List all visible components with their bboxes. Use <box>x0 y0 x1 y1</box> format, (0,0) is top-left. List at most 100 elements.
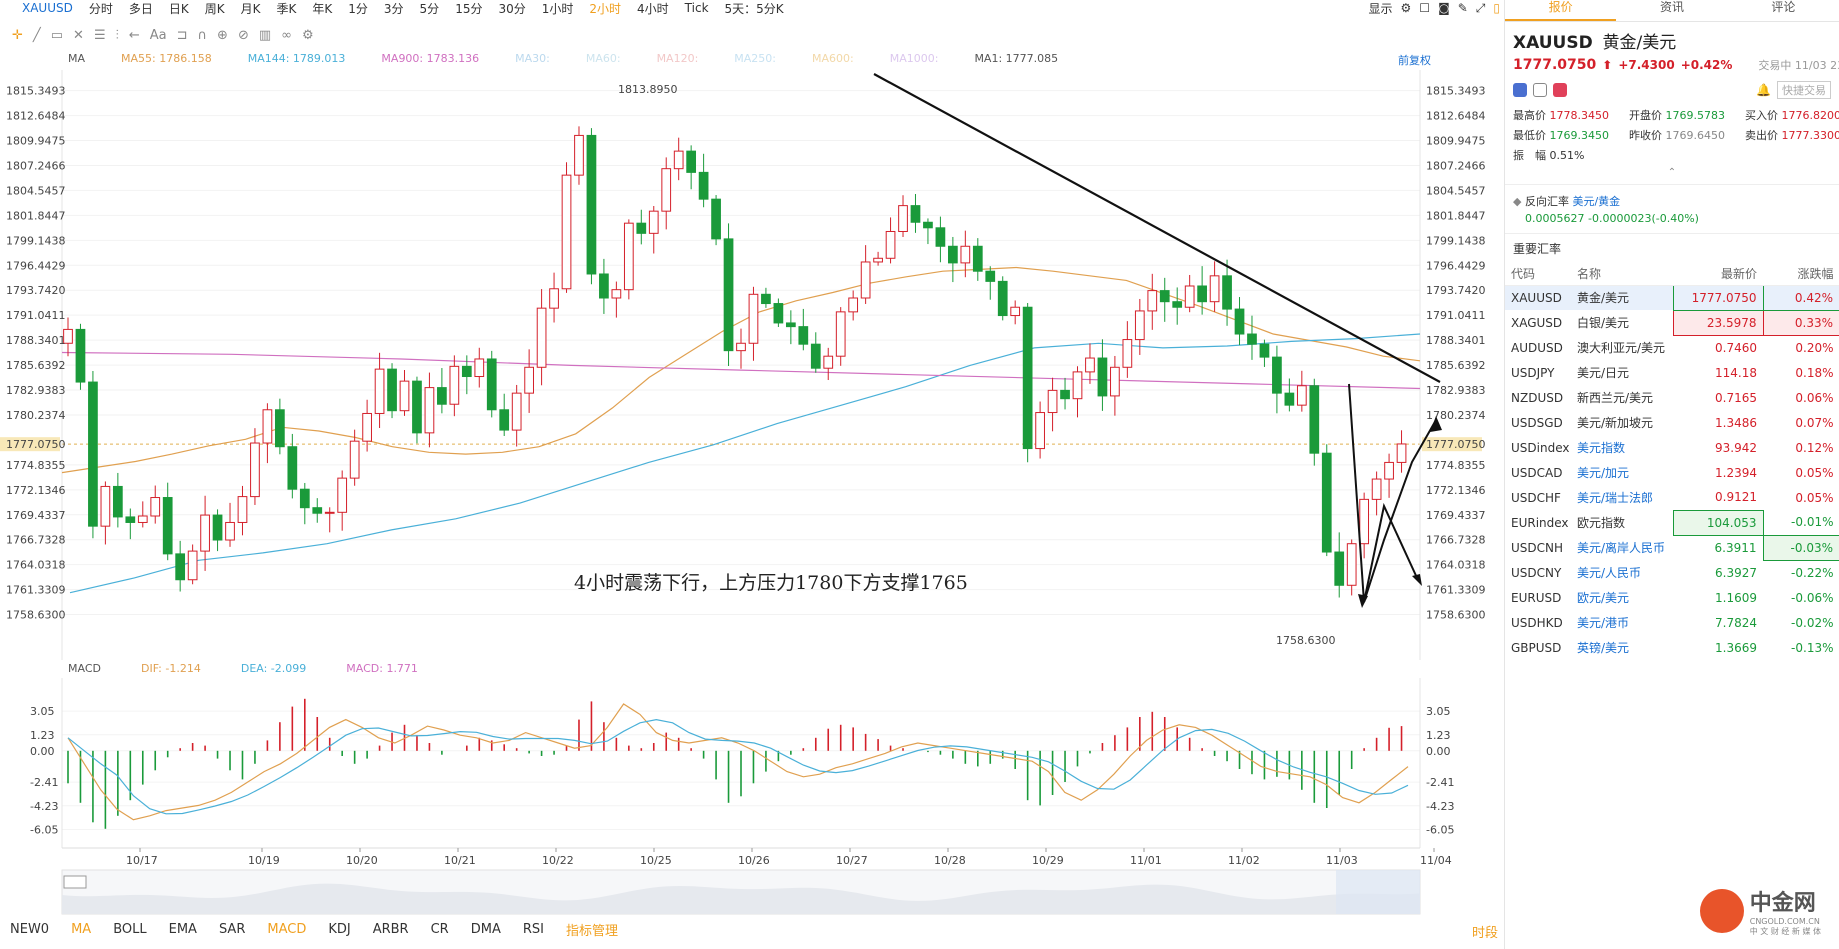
doc-icon[interactable] <box>1533 83 1547 97</box>
table-row[interactable]: NZDUSD 新西兰元/美元 0.7165 0.06% <box>1505 385 1839 410</box>
symbol-selector[interactable]: XAUUSD <box>22 1 73 15</box>
tab-dma[interactable]: DMA <box>470 921 501 937</box>
drawing-toolbar: ✛ ╱ ▭ ✕ ☰ ⫶ ← Aa ⊐ ∩ ⊕ ⊘ ▥ ∞ ⚙ <box>0 25 500 45</box>
time-segment[interactable]: 时段 <box>1472 926 1499 941</box>
tab-kdj[interactable]: KDJ <box>328 921 351 937</box>
fullscreen-icon[interactable]: ⤢ <box>1475 0 1486 15</box>
panel-toggle-icon[interactable]: ▯ <box>1493 1 1500 15</box>
table-row[interactable]: GBPUSD 英镑/美元 1.3669 -0.13% <box>1505 635 1839 660</box>
period-tab[interactable]: 周K <box>204 1 225 16</box>
fib-tool-icon[interactable]: ☰ <box>93 27 106 43</box>
table-row[interactable]: USDCHF 美元/瑞士法郎 0.9121 0.05% <box>1505 485 1839 510</box>
edit-icon[interactable]: ✎ <box>1457 1 1468 15</box>
table-row[interactable]: USDCNY 美元/人民币 6.3927 -0.22% <box>1505 560 1839 585</box>
period-tab[interactable]: Tick <box>684 1 709 15</box>
table-row[interactable]: EURindex 欧元指数 104.053 -0.01% <box>1505 509 1839 536</box>
tab-boll[interactable]: BOLL <box>113 921 147 937</box>
line-tool-icon[interactable]: ╱ <box>32 27 41 43</box>
camera-icon[interactable]: ◙ <box>1438 1 1450 15</box>
period-tab[interactable]: 3分 <box>383 1 404 16</box>
y-tick-label: 1799.1438 <box>1426 234 1486 247</box>
tab-sar[interactable]: SAR <box>218 921 246 937</box>
cross-tool-icon[interactable]: ✕ <box>73 27 84 43</box>
checkbox-icon[interactable]: ☐ <box>1419 1 1431 15</box>
table-row[interactable]: XAUUSD 黄金/美元 1777.0750 0.42% <box>1505 284 1839 311</box>
candle-body <box>1371 478 1382 500</box>
period-tab[interactable]: 月K <box>240 1 261 16</box>
tab-quote[interactable]: 报价 <box>1505 0 1617 21</box>
period-tab[interactable]: 日K <box>168 1 189 16</box>
period-tab[interactable]: 季K <box>276 1 297 16</box>
magnet-icon[interactable]: ∩ <box>197 27 208 43</box>
tab-news[interactable]: 资讯 <box>1659 0 1684 14</box>
adjust-label[interactable]: 前复权 <box>1398 54 1431 67</box>
delete-icon[interactable]: ▥ <box>258 27 272 43</box>
candle-body <box>835 311 846 357</box>
settings-icon[interactable]: ⚙ <box>1400 1 1412 15</box>
period-tab[interactable]: 1分 <box>348 1 368 16</box>
text-tool-icon[interactable]: Aa <box>149 27 167 43</box>
tab-rsi[interactable]: RSI <box>522 921 544 937</box>
macd-label[interactable]: MACD <box>68 662 101 675</box>
tab-cr[interactable]: CR <box>430 921 449 937</box>
chevron-up-icon[interactable]: ⌃ <box>1667 167 1677 178</box>
bell-icon[interactable]: 🔔 <box>1756 83 1771 97</box>
table-row[interactable]: USDindex 美元指数 93.942 0.12% <box>1505 435 1839 460</box>
table-row[interactable]: EURUSD 欧元/美元 1.1609 -0.06% <box>1505 585 1839 610</box>
table-row[interactable]: XAGUSD 白银/美元 23.5978 0.33% <box>1505 309 1839 336</box>
period-tab[interactable]: 年K <box>312 1 333 16</box>
period-tab-active[interactable]: 2小时 <box>589 1 622 16</box>
rate-pct: 0.06% <box>1795 390 1834 405</box>
rect-tool-icon[interactable]: ▭ <box>50 27 64 43</box>
y-tick-label: 1788.3401 <box>1426 334 1486 347</box>
link-icon[interactable]: ∞ <box>281 27 292 43</box>
lock-icon[interactable]: ⊕ <box>217 27 228 43</box>
candle-body <box>137 515 148 523</box>
period-tab[interactable]: 4小时 <box>637 1 669 16</box>
candle-body <box>1072 371 1083 400</box>
tab-new0[interactable]: NEW0 <box>10 921 50 937</box>
candle-body <box>162 497 173 555</box>
rate-name: 欧元指数 <box>1577 516 1626 530</box>
tab-ema[interactable]: EMA <box>168 921 197 937</box>
period-tab[interactable]: 5分 <box>419 1 440 16</box>
macd-value: MACD: 1.771 <box>346 662 418 675</box>
quick-trade-button[interactable]: 快捷交易 <box>1777 81 1831 99</box>
favorite-icon[interactable] <box>1553 83 1567 97</box>
table-row[interactable]: USDJPY 美元/日元 114.18 0.18% <box>1505 360 1839 385</box>
period-tab[interactable]: 5天：5分K <box>724 1 784 16</box>
ma30-value: MA30: <box>515 52 550 65</box>
arrow-head-down <box>1412 574 1422 586</box>
candle-body <box>262 409 273 444</box>
ruler-tool-icon[interactable]: ⊐ <box>176 27 188 43</box>
tab-arbr[interactable]: ARBR <box>372 921 409 937</box>
period-tab[interactable]: 1小时 <box>541 1 574 16</box>
chart-tools: 显示 ⚙ ☐ ◙ ✎ ⤢ ▯ <box>1369 0 1500 16</box>
tab-macd[interactable]: MACD <box>267 921 307 937</box>
hide-icon[interactable]: ⊘ <box>237 27 249 43</box>
parallel-tool-icon[interactable]: ⫶ <box>115 27 119 43</box>
gear-icon[interactable]: ⚙ <box>301 27 314 43</box>
period-tab[interactable]: 多日 <box>128 1 153 16</box>
arrow-tool-icon[interactable]: ← <box>128 27 140 43</box>
candlestick-chart[interactable]: 1815.3493 1812.6484 1809.9475 1807.2466 1804… <box>0 70 1500 660</box>
globe-icon[interactable] <box>1513 83 1527 97</box>
crosshair-icon[interactable]: ✛ <box>12 27 23 43</box>
table-row[interactable]: USDCNH 美元/离岸人民币 6.3911 -0.03% <box>1505 534 1839 561</box>
period-tab[interactable]: 15分 <box>455 1 483 16</box>
rate-pct: 0.05% <box>1795 490 1834 505</box>
period-tab[interactable]: 分时 <box>88 1 113 16</box>
stat-prevclose: 昨收价 1769.6450 <box>1629 129 1725 142</box>
display-menu[interactable]: 显示 <box>1368 1 1393 16</box>
period-tab[interactable]: 30分 <box>498 1 526 16</box>
tab-ma[interactable]: MA <box>71 921 92 937</box>
table-row[interactable]: USDCAD 美元/加元 1.2394 0.05% <box>1505 460 1839 485</box>
table-row[interactable]: USDSGD 美元/新加坡元 1.3486 0.07% <box>1505 410 1839 435</box>
ma-label[interactable]: MA <box>68 52 86 65</box>
y-tick-label: 1766.7328 <box>1426 534 1486 547</box>
tab-comments[interactable]: 评论 <box>1771 0 1796 14</box>
table-row[interactable]: USDHKD 美元/港币 7.7824 -0.02% <box>1505 610 1839 635</box>
macd-chart[interactable]: 3.05 3.05 1.23 1.23 0.00 0.00 -2.41 -2.41 -4.23 -… <box>0 678 1500 918</box>
tab-indicator-manage[interactable]: 指标管理 <box>565 923 618 939</box>
table-row[interactable]: AUDUSD 澳大利亚元/美元 0.7460 0.20% <box>1505 335 1839 360</box>
